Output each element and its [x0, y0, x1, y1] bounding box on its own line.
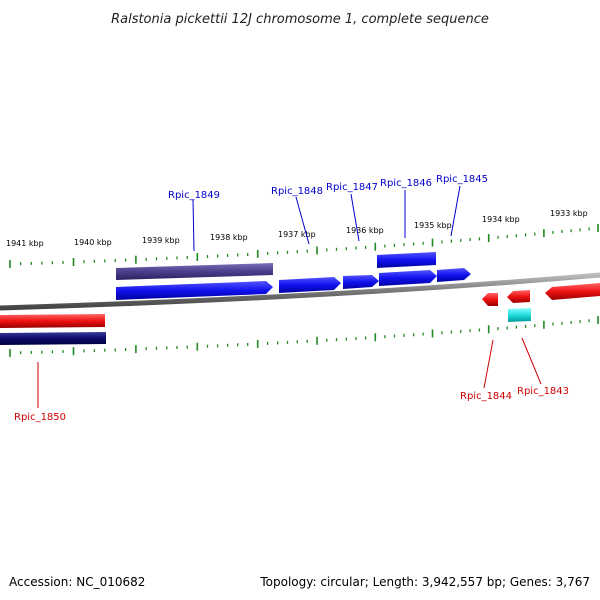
leader-rpic-1844	[483, 339, 494, 389]
gene-label-rpic-1848[interactable]: Rpic_1848	[271, 186, 323, 197]
gene-rpic-1844-cds[interactable]	[482, 293, 498, 306]
bottom-ruler-ticks	[9, 316, 599, 357]
kbp-label: 1938 kbp	[210, 233, 248, 242]
kbp-labels: 1941 kbp 1940 kbp 1939 kbp 1938 kbp 1937…	[6, 209, 588, 248]
kbp-label: 1933 kbp	[550, 209, 588, 218]
gene-rpic-1843-misc[interactable]	[508, 308, 531, 322]
kbp-label: 1937 kbp	[278, 230, 316, 239]
gene-label-rpic-1850[interactable]: Rpic_1850	[14, 412, 66, 423]
gene-rpic-1848-cds[interactable]	[279, 277, 341, 293]
map-title: Ralstonia pickettii 12J chromosome 1, co…	[111, 12, 489, 27]
kbp-label: 1936 kbp	[346, 226, 384, 235]
gene-rpic-1849-rna[interactable]	[116, 263, 273, 280]
kbp-label: 1939 kbp	[142, 236, 180, 245]
topology-text: Topology: circular; Length: 3,942,557 bp…	[259, 575, 590, 589]
gene-rpic-1846-cds-upper[interactable]	[377, 252, 436, 268]
gene-label-rpic-1846[interactable]: Rpic_1846	[380, 178, 432, 189]
leader-rpic-1848	[295, 196, 310, 245]
kbp-label: 1940 kbp	[74, 238, 112, 247]
gene-label-rpic-1844[interactable]: Rpic_1844	[460, 391, 512, 402]
gene-label-rpic-1849[interactable]: Rpic_1849	[168, 190, 220, 201]
gene-rpic-1850-rna[interactable]	[0, 332, 106, 345]
kbp-label: 1935 kbp	[414, 221, 452, 230]
kbp-label: 1934 kbp	[482, 215, 520, 224]
reverse-strand-features	[0, 283, 600, 345]
kbp-label: 1941 kbp	[6, 239, 44, 248]
gene-label-rpic-1843[interactable]: Rpic_1843	[517, 386, 569, 397]
forward-strand-features	[116, 252, 471, 300]
gene-rpic-1842-cds[interactable]	[545, 283, 600, 300]
gene-leader-lines	[37, 185, 542, 408]
gene-rpic-1845-cds[interactable]	[437, 268, 471, 282]
gene-rpic-1847-cds[interactable]	[343, 275, 379, 289]
accession-text: Accession: NC_010682	[9, 575, 145, 589]
gene-rpic-1843-cds[interactable]	[507, 290, 530, 303]
gene-rpic-1849-cds[interactable]	[116, 281, 273, 300]
leader-rpic-1849	[192, 199, 195, 252]
top-ruler-ticks	[9, 224, 599, 268]
leader-rpic-1843	[521, 337, 542, 385]
leader-rpic-1847	[350, 193, 360, 242]
leader-rpic-1845	[450, 185, 461, 237]
gene-label-rpic-1847[interactable]: Rpic_1847	[326, 182, 378, 193]
chromosome-backbone	[0, 272, 600, 311]
gene-labels: Rpic_1849 Rpic_1848 Rpic_1847 Rpic_1846 …	[14, 174, 569, 423]
gene-rpic-1850-cds[interactable]	[0, 314, 105, 328]
gene-rpic-1846-cds-lower[interactable]	[379, 270, 437, 286]
gene-label-rpic-1845[interactable]: Rpic_1845	[436, 174, 488, 185]
